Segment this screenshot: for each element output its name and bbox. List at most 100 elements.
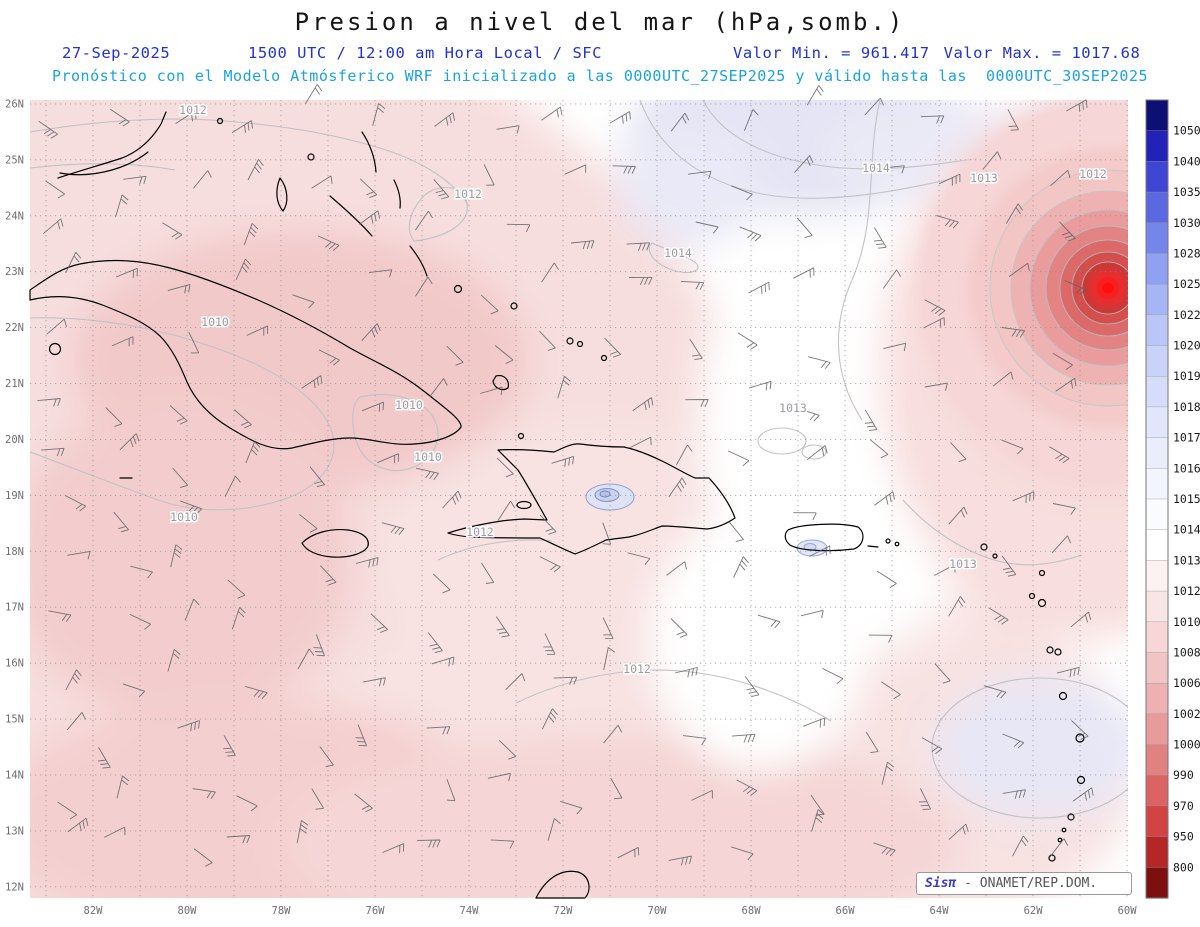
wind-barb xyxy=(553,676,578,685)
colorbar-segment xyxy=(1145,682,1169,715)
wind-barb xyxy=(177,720,200,732)
wind-barb xyxy=(748,281,770,295)
wind-barb xyxy=(864,409,878,431)
island-turks xyxy=(600,354,608,362)
colorbar-label: 1015 xyxy=(1173,492,1200,506)
wind-barb xyxy=(811,809,825,832)
lat-tick-label: 17N xyxy=(5,602,24,614)
wind-barb xyxy=(361,323,381,342)
wind-barb xyxy=(865,731,879,754)
wind-barb xyxy=(685,399,709,407)
colorbar-label: 1018 xyxy=(1173,400,1200,414)
island-caicos xyxy=(566,337,574,345)
wind-barb xyxy=(630,436,652,448)
wind-barb xyxy=(626,242,651,251)
model-info-line: Pronóstico con el Modelo Atmósferico WRF… xyxy=(51,67,1149,85)
wind-barb xyxy=(495,616,510,638)
wind-barb xyxy=(359,178,378,199)
isobar-label: 1012 xyxy=(1079,167,1107,181)
wind-barb xyxy=(603,724,623,744)
wind-barb xyxy=(446,778,456,802)
lat-tick-label: 26N xyxy=(5,98,24,110)
wind-barb xyxy=(162,222,183,240)
wind-barb xyxy=(557,375,571,399)
island-andros xyxy=(276,177,288,212)
wind-barb xyxy=(674,667,698,678)
wind-barb xyxy=(1051,535,1072,554)
lat-tick-label: 20N xyxy=(5,434,24,446)
colorbar-label: 1014 xyxy=(1173,523,1200,537)
lon-tick-label: 66W xyxy=(836,905,856,917)
island-bimini xyxy=(216,117,224,125)
wind-barb xyxy=(415,276,433,297)
wind-barb xyxy=(309,466,325,488)
coastlines xyxy=(29,111,1086,899)
island-grenada xyxy=(1048,854,1056,862)
wind-barb xyxy=(67,817,89,833)
wind-barb xyxy=(446,345,464,366)
wind-barb xyxy=(243,223,259,246)
wind-barb xyxy=(105,407,123,428)
wind-barb xyxy=(806,85,824,106)
island-st-barth xyxy=(992,553,998,559)
colorbar-segment xyxy=(1145,867,1169,899)
colorbar-label: 1016 xyxy=(1173,461,1200,475)
wind-barb xyxy=(733,556,749,578)
wind-barb xyxy=(1049,446,1070,464)
wind-barb xyxy=(689,338,703,361)
wind-barb xyxy=(883,342,907,352)
lon-tick-label: 60W xyxy=(1118,905,1138,917)
colorbar-label: 1019 xyxy=(1173,369,1200,383)
wind-barb xyxy=(988,607,1009,625)
wind-barb xyxy=(1050,169,1071,187)
colorbar-label: 1025 xyxy=(1173,277,1200,291)
coastline-jamaica xyxy=(301,528,369,558)
isobar-label: 1013 xyxy=(779,401,807,415)
colorbar-label: 1012 xyxy=(1173,584,1200,598)
wind-barb xyxy=(301,375,323,389)
wind-barb xyxy=(65,495,87,512)
wind-barb xyxy=(480,294,499,315)
wind-barb xyxy=(727,450,750,467)
wind-barb xyxy=(748,380,772,391)
wind-barb xyxy=(873,227,887,249)
wind-barb xyxy=(602,617,614,640)
colorbar-label: 1013 xyxy=(1173,553,1200,567)
island-exuma-chain xyxy=(329,195,373,237)
wind-barb xyxy=(382,843,405,854)
hurricane-core xyxy=(989,169,1128,407)
wind-barb xyxy=(184,598,200,621)
map-field xyxy=(30,100,1128,898)
wind-barb xyxy=(610,777,623,800)
wind-barb xyxy=(319,565,337,586)
isobar-label: 1010 xyxy=(170,510,198,524)
lat-tick-label: 15N xyxy=(5,714,24,726)
wind-barb xyxy=(119,433,140,451)
wind-barb xyxy=(233,409,252,429)
wind-barb xyxy=(381,522,405,535)
wind-barb xyxy=(429,378,448,398)
colorbar-segment xyxy=(1145,130,1169,163)
wind-barb xyxy=(245,685,268,699)
colorbar-segment xyxy=(1145,191,1169,224)
colorbar-label: 1017 xyxy=(1173,431,1200,445)
wind-barb xyxy=(370,613,389,633)
wind-barb xyxy=(496,125,520,134)
island-st-vincent xyxy=(1067,813,1075,821)
sispi-logo: Sisπ xyxy=(925,876,957,891)
colorbar-segment xyxy=(1145,652,1169,684)
wind-barb xyxy=(494,345,514,365)
page-title: Presion a nivel del mar (hPa,somb.) xyxy=(294,8,906,36)
coastline-puerto-rico xyxy=(784,523,864,552)
lat-tick-label: 23N xyxy=(5,266,24,278)
wind-barb xyxy=(167,283,191,294)
island-eleuthera xyxy=(361,131,377,173)
wind-barb xyxy=(227,579,246,599)
isobar-label: 1012 xyxy=(179,103,207,117)
island-nevis xyxy=(1028,592,1036,600)
wind-barb xyxy=(921,737,943,754)
wind-barb xyxy=(560,800,583,815)
wind-barb xyxy=(744,676,760,698)
wind-barb xyxy=(245,441,261,464)
wind-barb xyxy=(98,747,111,769)
